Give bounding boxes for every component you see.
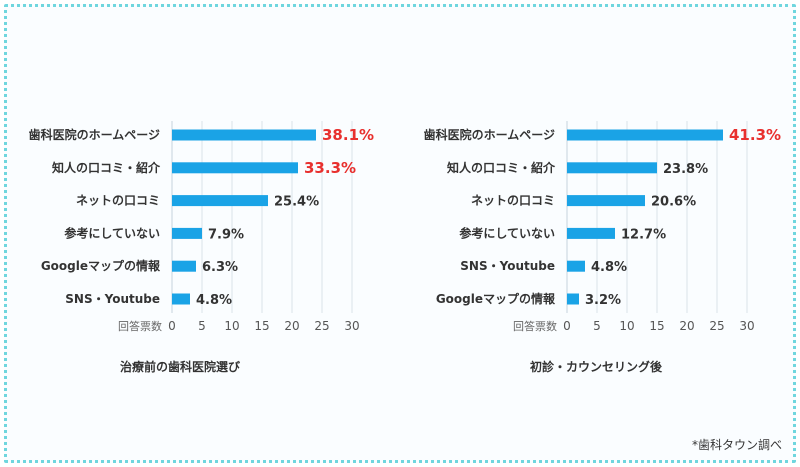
data-label: 4.8% bbox=[196, 293, 232, 308]
category-label: 知人の口コミ・紹介 bbox=[51, 160, 161, 175]
data-label: 25.4% bbox=[274, 195, 319, 210]
data-label: 6.3% bbox=[202, 260, 238, 275]
data-label: 23.8% bbox=[663, 162, 708, 177]
category-label: SNS・Youtube bbox=[460, 259, 555, 273]
tick-label: 25 bbox=[314, 319, 329, 333]
x-axis-label: 回答票数 bbox=[118, 319, 162, 333]
tick-label: 30 bbox=[739, 319, 754, 333]
category-label: 参考にしていない bbox=[64, 225, 160, 240]
bar bbox=[567, 227, 615, 239]
category-label: 歯科医院のホームページ bbox=[424, 127, 555, 142]
data-label: 38.1% bbox=[322, 126, 374, 144]
bar bbox=[172, 195, 268, 207]
tick-label: 5 bbox=[198, 319, 206, 333]
data-label: 4.8% bbox=[591, 260, 627, 275]
data-label: 7.9% bbox=[208, 227, 244, 242]
tick-label: 25 bbox=[709, 319, 724, 333]
bar bbox=[172, 162, 298, 174]
tick-label: 0 bbox=[563, 319, 571, 333]
tick-label: 10 bbox=[224, 319, 239, 333]
data-label: 3.2% bbox=[585, 293, 621, 308]
tick-label: 15 bbox=[254, 319, 269, 333]
category-label: 歯科医院のホームページ bbox=[29, 127, 160, 142]
category-label: ネットの口コミ bbox=[471, 194, 555, 208]
x-axis-label: 回答票数 bbox=[513, 319, 557, 333]
category-label: 参考にしていない bbox=[459, 225, 555, 240]
bar bbox=[172, 129, 316, 141]
category-label: ネットの口コミ bbox=[76, 194, 160, 208]
tick-label: 10 bbox=[619, 319, 634, 333]
category-label: 知人の口コミ・紹介 bbox=[446, 160, 556, 175]
bar bbox=[172, 293, 190, 305]
bar bbox=[172, 260, 196, 272]
data-label: 41.3% bbox=[729, 126, 781, 144]
category-label: SNS・Youtube bbox=[65, 292, 160, 306]
tick-label: 20 bbox=[679, 319, 694, 333]
category-label: Googleマップの情報 bbox=[41, 258, 161, 273]
tick-label: 5 bbox=[593, 319, 601, 333]
chart-title: 初診・カウンセリング後 bbox=[530, 359, 663, 374]
bar bbox=[567, 195, 645, 207]
tick-label: 0 bbox=[168, 319, 176, 333]
bar bbox=[172, 227, 202, 239]
data-label: 33.3% bbox=[304, 159, 356, 177]
data-label: 12.7% bbox=[621, 227, 666, 242]
chart-frame bbox=[4, 4, 796, 463]
tick-label: 30 bbox=[344, 319, 359, 333]
bar bbox=[567, 129, 723, 141]
bar bbox=[567, 260, 585, 272]
bar bbox=[567, 293, 579, 305]
tick-label: 20 bbox=[284, 319, 299, 333]
data-label: 20.6% bbox=[651, 195, 696, 210]
bar bbox=[567, 162, 657, 174]
tick-label: 15 bbox=[649, 319, 664, 333]
category-label: Googleマップの情報 bbox=[436, 291, 556, 306]
source-note: *歯科タウン調べ bbox=[691, 438, 782, 452]
chart-title: 治療前の歯科医院選び bbox=[120, 359, 241, 374]
